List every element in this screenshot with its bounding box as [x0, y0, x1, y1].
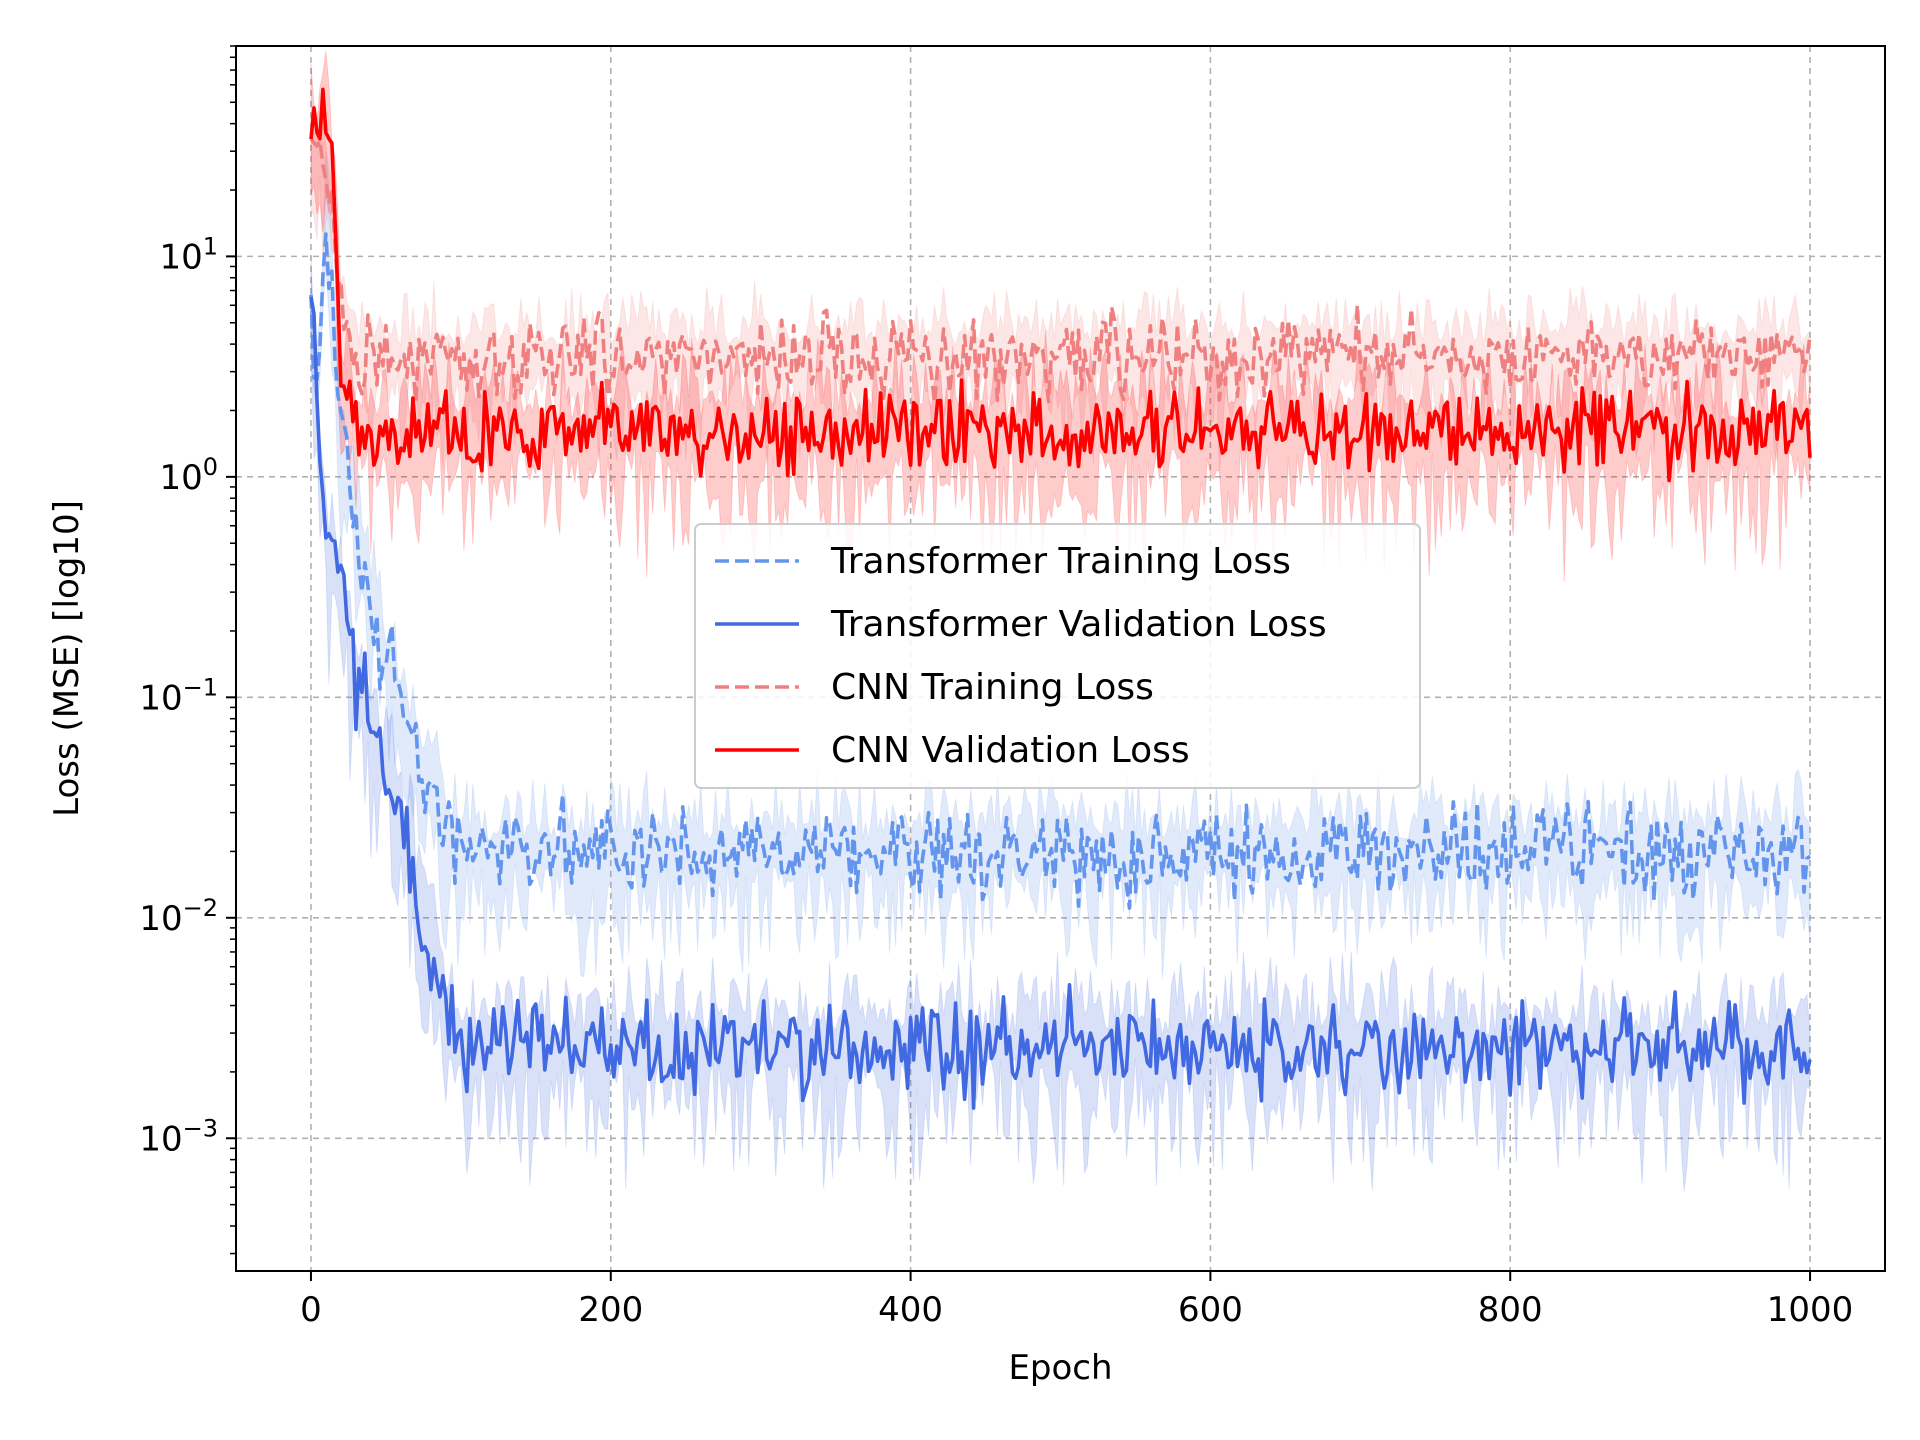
y-axis-label: Loss (MSE) [log10] [47, 500, 87, 817]
x-tick-label: 400 [878, 1290, 943, 1330]
legend-box [694, 523, 1421, 789]
x-tick-label: 600 [1178, 1290, 1243, 1330]
y-tick-label: 10−1 [139, 673, 218, 718]
legend-label: Transformer Training Loss [830, 541, 1291, 582]
x-tick-label: 200 [578, 1290, 643, 1330]
ticks: 0 200 400 600 800 1000 101 100 10−1 10−2 10−3 [139, 45, 1854, 1330]
series-line-0 [309, 232, 1812, 910]
series-line-3 [309, 87, 1812, 483]
series-line-2 [309, 137, 1812, 405]
x-axis-label: Epoch [1008, 1348, 1112, 1388]
legend-label: Transformer Validation Loss [830, 604, 1327, 645]
legend-label: CNN Validation Loss [831, 730, 1190, 771]
series-layer [309, 87, 1812, 1110]
series-band-2 [310, 117, 1811, 474]
series-band-0 [310, 150, 1811, 979]
legend-label: CNN Training Loss [831, 667, 1154, 708]
y-tick-label: 10−3 [139, 1114, 218, 1159]
y-tick-label: 101 [159, 232, 218, 277]
y-tick-label: 10−2 [139, 894, 218, 939]
x-tick-label: 1000 [1767, 1290, 1854, 1330]
x-tick-label: 0 [300, 1290, 322, 1330]
plot-frame [235, 45, 1886, 1272]
y-tick-label: 100 [159, 453, 218, 498]
x-tick-label: 800 [1478, 1290, 1543, 1330]
legend: Transformer Training Loss Transformer Val… [694, 523, 1421, 789]
series-line-1 [309, 296, 1812, 1110]
